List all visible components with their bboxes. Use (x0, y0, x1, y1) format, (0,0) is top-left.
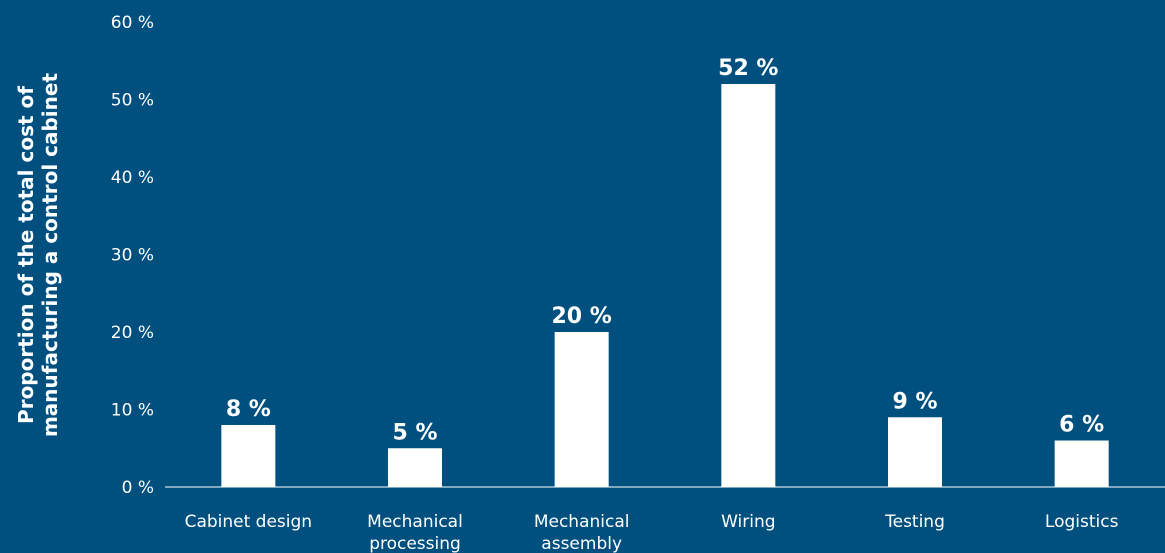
data-label: 8 % (226, 397, 271, 422)
y-tick-label: 40 % (111, 168, 154, 188)
bar (388, 448, 442, 487)
x-category-label-line: assembly (541, 534, 622, 553)
bar (1054, 440, 1109, 487)
y-tick-label: 60 % (111, 13, 154, 33)
data-label: 5 % (392, 420, 437, 445)
x-category-label-line: Wiring (721, 512, 775, 532)
x-category-label-line: Testing (884, 512, 945, 532)
x-category-label-line: Mechanical (367, 512, 463, 532)
data-label: 20 % (552, 304, 612, 329)
y-tick-label: 20 % (111, 323, 154, 343)
bar (554, 332, 609, 487)
data-label: 6 % (1059, 413, 1104, 438)
y-axis-title: Proportion of the total cost ofmanufactu… (14, 73, 62, 438)
data-label: 9 % (892, 389, 937, 414)
x-category-label: Mechanical assembly (534, 512, 630, 553)
x-category-label: Cabinet design (185, 512, 313, 532)
x-category-label-line: processing (369, 534, 461, 553)
y-tick-label: 10 % (111, 401, 154, 421)
y-tick-label: 30 % (111, 246, 154, 266)
x-category-label-line: Cabinet design (185, 512, 313, 532)
bar (721, 84, 776, 487)
y-tick-label: 0 % (122, 478, 154, 498)
y-axis-title-line: manufacturing a control cabinet (38, 73, 62, 438)
y-axis-title-line: Proportion of the total cost of (14, 86, 38, 424)
x-category-label-line: Logistics (1045, 512, 1119, 532)
x-category-label: Wiring (721, 512, 775, 532)
x-category-label: Logistics (1045, 512, 1119, 532)
x-category-label: Testing (884, 512, 945, 532)
x-category-label: Mechanical processing (367, 512, 463, 553)
bar (888, 417, 942, 487)
x-category-label-line: Mechanical (534, 512, 630, 532)
y-tick-label: 50 % (111, 91, 154, 111)
bar (221, 425, 276, 487)
data-label: 52 % (718, 56, 778, 81)
